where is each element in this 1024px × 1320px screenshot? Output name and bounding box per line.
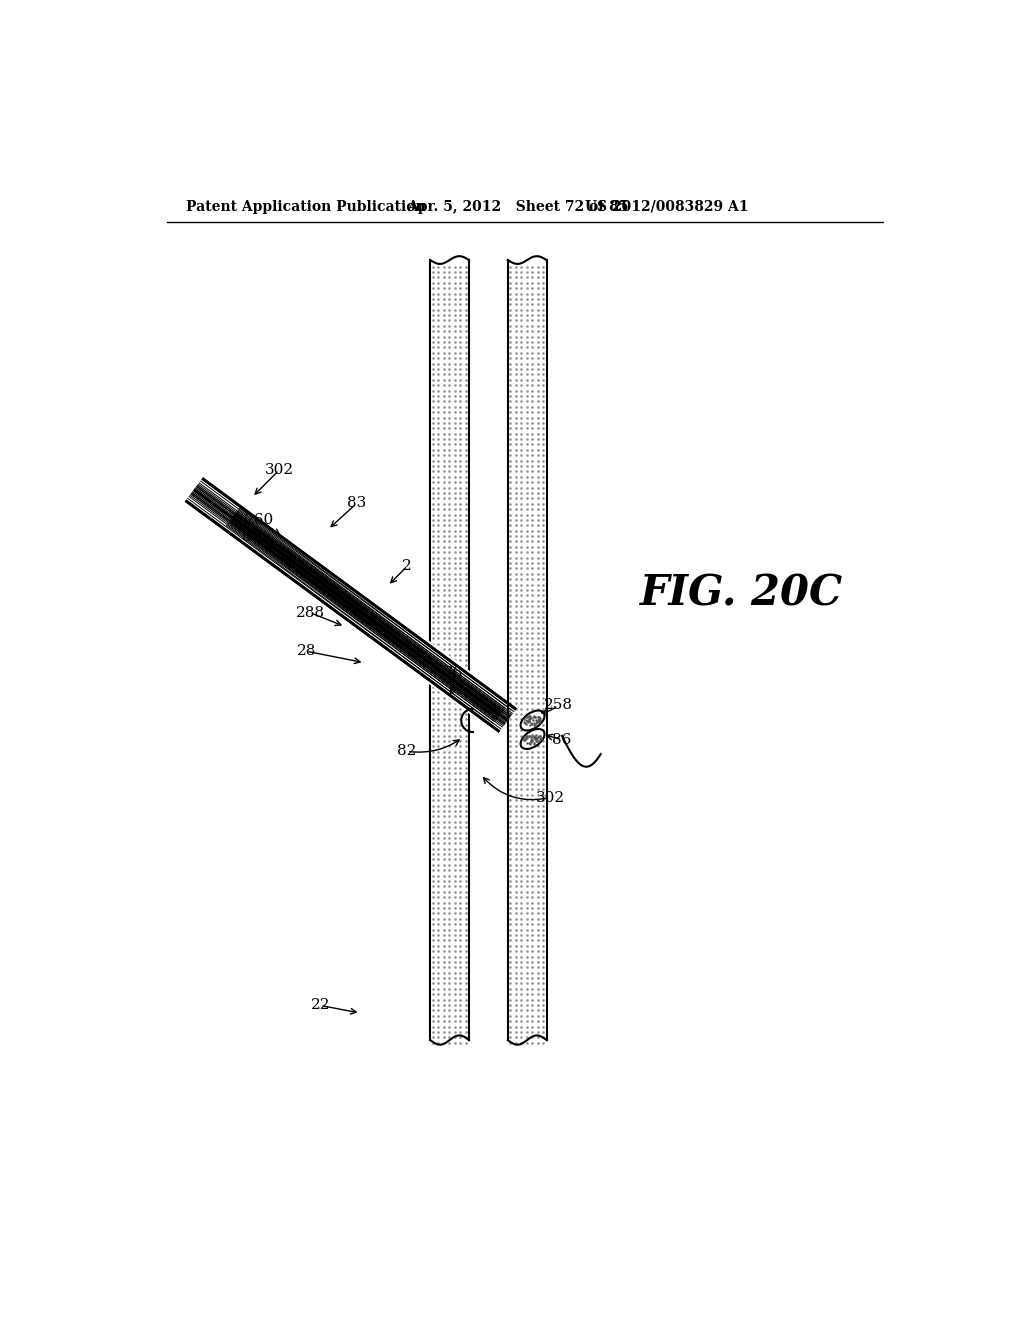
Text: 82: 82 (243, 531, 262, 544)
Text: 76: 76 (443, 665, 463, 680)
Ellipse shape (520, 710, 545, 730)
Text: 86: 86 (552, 733, 571, 747)
Text: 22: 22 (310, 998, 330, 1012)
Text: 28: 28 (297, 644, 316, 659)
Text: Apr. 5, 2012   Sheet 72 of 85: Apr. 5, 2012 Sheet 72 of 85 (407, 199, 629, 214)
Text: 260: 260 (245, 513, 274, 527)
Text: FIG. 20C: FIG. 20C (640, 572, 843, 614)
Text: US 2012/0083829 A1: US 2012/0083829 A1 (586, 199, 749, 214)
Text: 258: 258 (544, 698, 572, 711)
Text: 288: 288 (296, 606, 325, 619)
Ellipse shape (520, 729, 545, 748)
Text: 83: 83 (347, 496, 367, 511)
Text: Patent Application Publication: Patent Application Publication (186, 199, 426, 214)
Text: 2: 2 (402, 560, 412, 573)
Text: 302: 302 (264, 463, 294, 478)
Text: 82: 82 (397, 744, 417, 758)
Text: 302: 302 (536, 791, 565, 804)
